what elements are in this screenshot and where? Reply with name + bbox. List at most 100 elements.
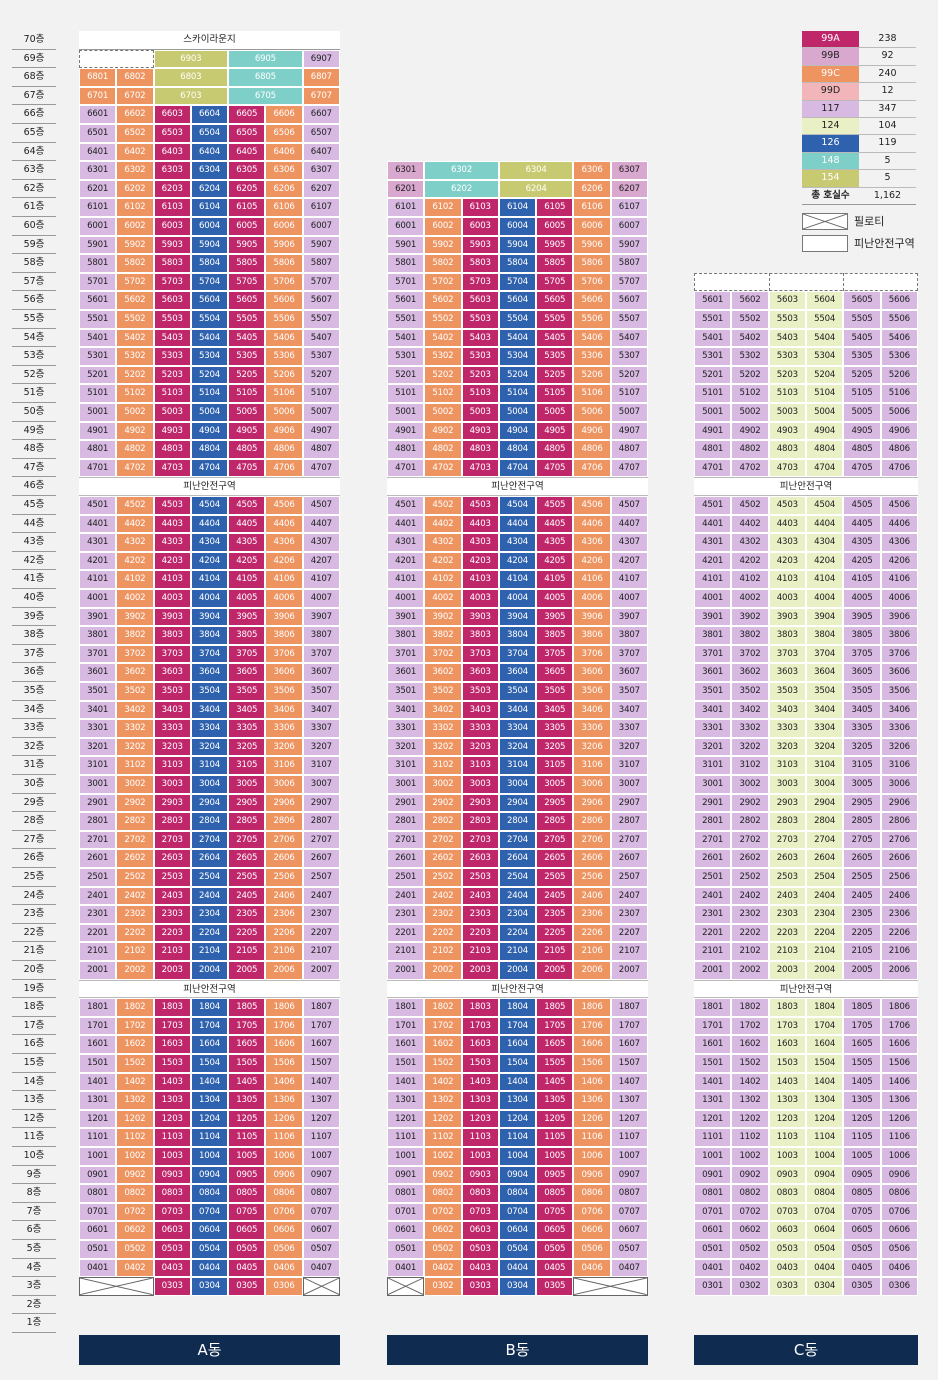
unit-cell[interactable]: 6803: [153, 68, 229, 87]
unit-cell[interactable]: 1003: [768, 1147, 806, 1166]
unit-cell[interactable]: 3902: [116, 607, 154, 627]
unit-cell[interactable]: 1202: [116, 1109, 154, 1129]
unit-cell[interactable]: 5603: [768, 291, 806, 310]
unit-cell[interactable]: 5706: [573, 272, 611, 292]
unit-cell[interactable]: 5402: [116, 328, 154, 348]
unit-cell[interactable]: 1203: [461, 1109, 499, 1129]
unit-cell[interactable]: 2304: [498, 905, 537, 924]
unit-cell[interactable]: 3805: [228, 626, 266, 645]
unit-cell[interactable]: 6204: [190, 179, 229, 199]
unit-cell[interactable]: 1403: [461, 1072, 499, 1092]
unit-cell[interactable]: 3703: [153, 644, 191, 664]
unit-cell[interactable]: 1306: [573, 1091, 611, 1110]
unit-cell[interactable]: 2902: [424, 793, 462, 813]
unit-cell[interactable]: 3903: [768, 607, 806, 627]
unit-cell[interactable]: 4302: [116, 533, 154, 552]
unit-cell[interactable]: 3104: [498, 756, 537, 775]
unit-cell[interactable]: 0906: [880, 1165, 918, 1185]
unit-cell[interactable]: 5407: [610, 328, 648, 348]
unit-cell[interactable]: 4802: [731, 440, 769, 459]
unit-cell[interactable]: 0706: [573, 1202, 611, 1222]
unit-cell[interactable]: 2503: [768, 868, 806, 887]
unit-cell[interactable]: 1502: [731, 1054, 769, 1073]
unit-cell[interactable]: 4803: [461, 440, 499, 459]
unit-cell[interactable]: 6104: [190, 198, 229, 217]
unit-cell[interactable]: 1306: [880, 1091, 918, 1110]
unit-cell[interactable]: 4105: [843, 570, 881, 589]
unit-cell[interactable]: 2106: [880, 942, 918, 961]
unit-cell[interactable]: 2406: [880, 886, 918, 906]
unit-cell[interactable]: 4204: [498, 551, 537, 571]
unit-cell[interactable]: 4501: [79, 496, 117, 515]
unit-cell[interactable]: 0601: [79, 1221, 117, 1240]
unit-cell[interactable]: 5903: [153, 235, 191, 255]
unit-cell[interactable]: 2307: [302, 905, 340, 924]
unit-cell[interactable]: 3702: [116, 644, 154, 664]
unit-cell[interactable]: 0301: [694, 1277, 732, 1296]
unit-cell[interactable]: 5805: [536, 254, 574, 273]
unit-cell[interactable]: 4005: [536, 589, 574, 608]
unit-cell[interactable]: 0305: [536, 1277, 574, 1296]
unit-cell[interactable]: 1305: [843, 1091, 881, 1110]
unit-cell[interactable]: 0906: [573, 1165, 611, 1185]
unit-cell[interactable]: 3104: [806, 756, 844, 775]
unit-cell[interactable]: 0407: [302, 1258, 340, 1278]
unit-cell[interactable]: 0802: [731, 1184, 769, 1203]
unit-cell[interactable]: 1405: [536, 1072, 574, 1092]
unit-cell[interactable]: 3706: [265, 644, 303, 664]
unit-cell[interactable]: 1806: [573, 998, 611, 1017]
unit-cell[interactable]: 2406: [573, 886, 611, 906]
unit-cell[interactable]: 4003: [768, 589, 806, 608]
unit-cell[interactable]: 4503: [153, 496, 191, 515]
unit-cell[interactable]: 3503: [461, 682, 499, 701]
unit-cell[interactable]: 2006: [880, 961, 918, 980]
unit-cell[interactable]: 3103: [768, 756, 806, 775]
unit-cell[interactable]: 4306: [573, 533, 611, 552]
unit-cell[interactable]: 0402: [424, 1258, 462, 1278]
unit-cell[interactable]: 4205: [843, 551, 881, 571]
unit-cell[interactable]: 3604: [498, 663, 537, 682]
unit-cell[interactable]: 1601: [387, 1035, 425, 1054]
unit-cell[interactable]: 4204: [190, 551, 229, 571]
unit-cell[interactable]: 3307: [610, 719, 648, 738]
unit-cell[interactable]: 5701: [387, 272, 425, 292]
unit-cell[interactable]: 5301: [387, 347, 425, 366]
unit-cell[interactable]: 3601: [387, 663, 425, 682]
unit-cell[interactable]: 2306: [573, 905, 611, 924]
unit-cell[interactable]: 6204: [498, 179, 574, 199]
unit-cell[interactable]: 0601: [694, 1221, 732, 1240]
unit-cell[interactable]: 6505: [228, 124, 266, 143]
unit-cell[interactable]: 4806: [880, 440, 918, 459]
unit-cell[interactable]: 4102: [116, 570, 154, 589]
unit-cell[interactable]: 6305: [228, 161, 266, 180]
unit-cell[interactable]: 3703: [768, 644, 806, 664]
unit-cell[interactable]: 6407: [302, 142, 340, 162]
unit-cell[interactable]: 4502: [116, 496, 154, 515]
unit-cell[interactable]: 4804: [190, 440, 229, 459]
unit-cell[interactable]: 2806: [573, 812, 611, 831]
unit-cell[interactable]: 5501: [387, 310, 425, 329]
unit-cell[interactable]: 0405: [228, 1258, 266, 1278]
unit-cell[interactable]: 3601: [694, 663, 732, 682]
unit-cell[interactable]: 4206: [573, 551, 611, 571]
unit-cell[interactable]: 5406: [573, 328, 611, 348]
unit-cell[interactable]: 5405: [843, 328, 881, 348]
unit-cell[interactable]: 4705: [228, 458, 266, 478]
unit-cell[interactable]: 5001: [387, 403, 425, 422]
unit-cell[interactable]: 1002: [424, 1147, 462, 1166]
unit-cell[interactable]: 5904: [498, 235, 537, 255]
unit-cell[interactable]: 3307: [302, 719, 340, 738]
unit-cell[interactable]: 2301: [79, 905, 117, 924]
unit-cell[interactable]: 5901: [387, 235, 425, 255]
unit-cell[interactable]: 1406: [265, 1072, 303, 1092]
unit-cell[interactable]: 2404: [190, 886, 229, 906]
unit-cell[interactable]: 4507: [610, 496, 648, 515]
unit-cell[interactable]: 2803: [153, 812, 191, 831]
unit-cell[interactable]: 4003: [153, 589, 191, 608]
unit-cell[interactable]: 2407: [302, 886, 340, 906]
unit-cell[interactable]: 3302: [116, 719, 154, 738]
unit-cell[interactable]: 1406: [880, 1072, 918, 1092]
unit-cell[interactable]: 0801: [387, 1184, 425, 1203]
unit-cell[interactable]: 1206: [573, 1109, 611, 1129]
unit-cell[interactable]: 4706: [265, 458, 303, 478]
